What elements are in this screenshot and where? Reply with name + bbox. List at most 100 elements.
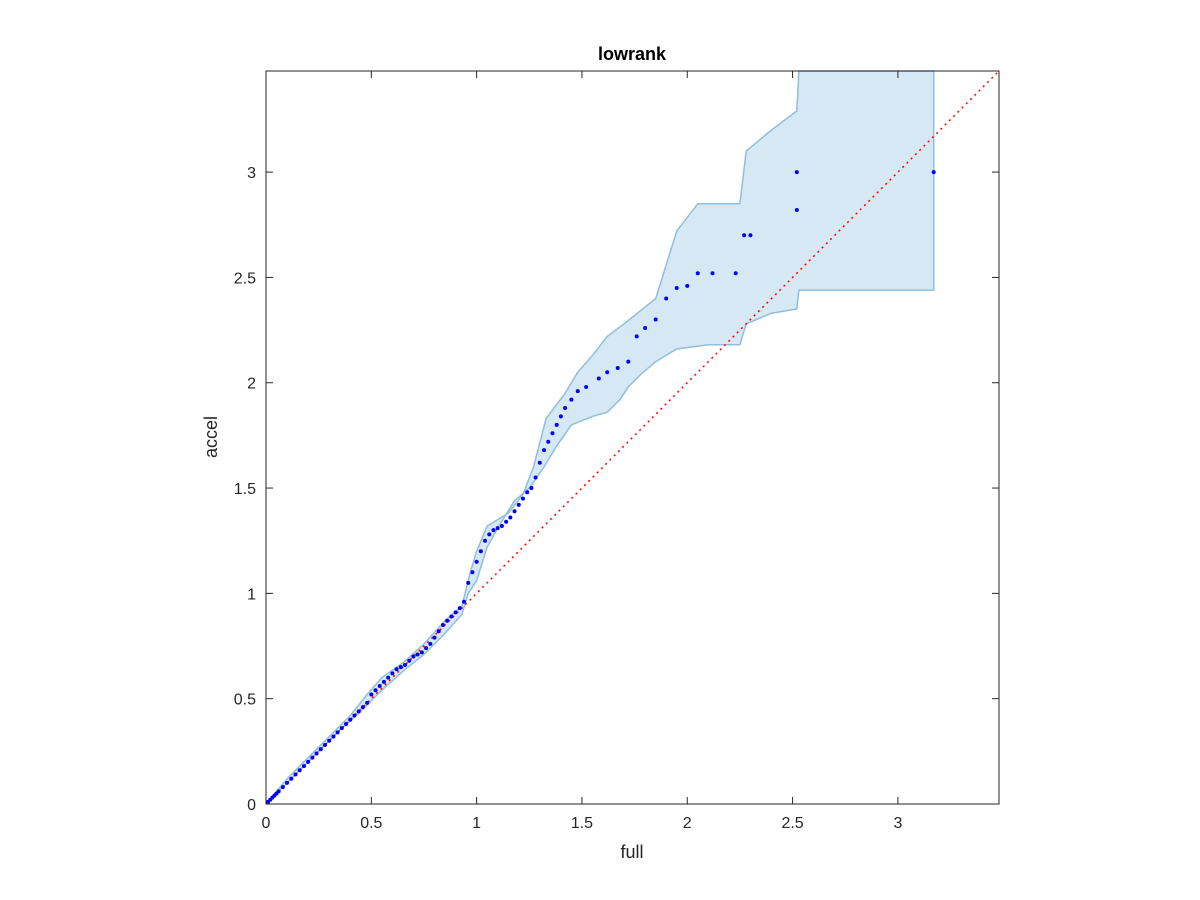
x-tick-label-5: 2.5 [781, 815, 803, 832]
data-point-16 [322, 743, 327, 748]
data-point-19 [335, 730, 340, 735]
y-tick-label-5: 2.5 [234, 270, 256, 287]
data-point-46 [449, 614, 454, 619]
data-point-66 [533, 475, 538, 480]
data-point-64 [525, 490, 530, 495]
x-tick-label-0: 0 [262, 815, 271, 832]
data-point-65 [529, 486, 534, 491]
data-point-55 [487, 532, 492, 537]
data-point-50 [466, 580, 471, 585]
y-tick-label-2: 1 [247, 586, 256, 603]
data-point-18 [331, 734, 336, 739]
data-point-39 [419, 650, 424, 655]
data-point-29 [377, 684, 382, 689]
data-point-27 [369, 692, 374, 697]
axes-box [265, 70, 1000, 805]
confidence-band [265, 70, 935, 805]
data-point-78 [605, 370, 610, 375]
data-point-41 [428, 641, 433, 646]
data-point-17 [327, 738, 332, 743]
data-point-48 [457, 606, 462, 611]
plot-area [265, 70, 1000, 805]
data-point-79 [615, 365, 620, 370]
data-point-54 [483, 538, 488, 543]
x-axis-label: full [620, 842, 643, 862]
data-point-85 [674, 285, 679, 290]
x-tick-label-1: 0.5 [360, 815, 382, 832]
data-point-22 [348, 717, 353, 722]
data-point-35 [403, 662, 408, 667]
data-point-73 [563, 406, 568, 411]
data-point-38 [415, 652, 420, 657]
data-point-14 [314, 751, 319, 756]
data-point-11 [301, 764, 306, 769]
data-point-80 [626, 359, 631, 364]
data-point-31 [386, 675, 391, 680]
data-point-23 [352, 713, 357, 718]
y-tick-label-0: 0 [247, 797, 256, 814]
x-tick-label-2: 1 [472, 815, 481, 832]
data-point-8 [289, 776, 294, 781]
data-point-6 [280, 785, 285, 790]
data-point-67 [537, 460, 542, 465]
data-point-76 [584, 384, 589, 389]
data-point-92 [794, 208, 799, 213]
data-point-45 [445, 618, 450, 623]
y-tick-label-1: 0.5 [234, 692, 256, 709]
data-point-91 [748, 233, 753, 238]
data-point-21 [344, 721, 349, 726]
data-point-37 [411, 654, 416, 659]
data-point-53 [478, 549, 483, 554]
data-point-52 [474, 559, 479, 564]
data-point-68 [542, 448, 547, 453]
y-tick-label-4: 2 [247, 376, 256, 393]
y-tick-label-3: 1.5 [234, 481, 256, 498]
data-point-69 [546, 439, 551, 444]
data-point-5 [276, 789, 281, 794]
data-point-59 [504, 519, 509, 524]
data-point-44 [440, 622, 445, 627]
data-point-57 [495, 526, 500, 531]
data-point-36 [407, 658, 412, 663]
x-tick-label-4: 2 [683, 815, 692, 832]
data-point-15 [318, 747, 323, 752]
data-point-7 [285, 780, 290, 785]
data-point-94 [931, 170, 936, 175]
x-tick-label-3: 1.5 [571, 815, 593, 832]
data-point-12 [306, 759, 311, 764]
x-axis-ticks: 0 0.5 1 1.5 2 2.5 3 [262, 71, 902, 832]
data-point-33 [394, 667, 399, 672]
data-point-9 [293, 772, 298, 777]
data-point-58 [499, 523, 504, 528]
data-point-71 [554, 422, 559, 427]
data-point-56 [491, 528, 496, 533]
data-point-93 [794, 170, 799, 175]
data-point-24 [356, 709, 361, 714]
data-point-84 [664, 296, 669, 301]
data-point-62 [516, 502, 521, 507]
data-point-77 [596, 376, 601, 381]
data-point-25 [360, 705, 365, 710]
data-point-83 [653, 317, 658, 322]
data-point-49 [461, 599, 466, 604]
chart-title: lowrank [598, 44, 667, 64]
data-point-61 [512, 509, 517, 514]
data-point-51 [470, 570, 475, 575]
data-point-81 [634, 334, 639, 339]
data-point-72 [558, 414, 563, 419]
data-point-20 [339, 726, 344, 731]
y-axis-label: accel [201, 416, 221, 458]
data-point-86 [685, 283, 690, 288]
data-point-75 [575, 389, 580, 394]
x-tick-label-6: 3 [893, 815, 902, 832]
data-point-87 [695, 271, 700, 276]
data-point-30 [381, 679, 386, 684]
data-point-70 [550, 431, 555, 436]
data-point-82 [643, 325, 648, 330]
data-point-43 [436, 629, 441, 634]
data-point-74 [569, 397, 574, 402]
data-point-42 [432, 635, 437, 640]
data-point-60 [508, 515, 513, 520]
data-point-89 [733, 271, 738, 276]
data-point-32 [390, 671, 395, 676]
